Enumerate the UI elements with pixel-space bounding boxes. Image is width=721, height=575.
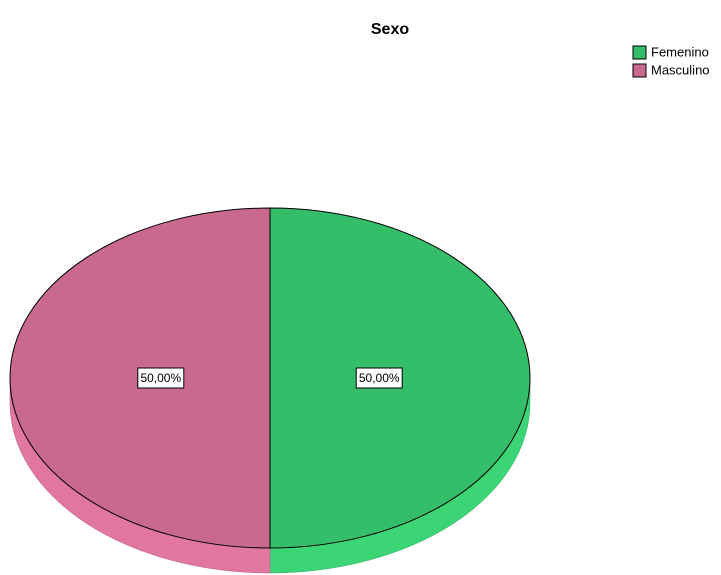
legend-label: Masculino xyxy=(651,62,710,77)
legend-swatch xyxy=(632,45,647,60)
legend-swatch xyxy=(632,63,647,78)
legend-label: Femenino xyxy=(651,44,709,59)
value-label: 50,00% xyxy=(355,367,403,389)
value-label-box xyxy=(137,367,185,389)
value-label-text: 50,00% xyxy=(140,371,181,385)
chart-title: Sexo xyxy=(371,21,409,38)
value-label: 50,00% xyxy=(137,367,185,389)
value-label-box xyxy=(355,367,403,389)
value-label-text: 50,00% xyxy=(359,371,400,385)
